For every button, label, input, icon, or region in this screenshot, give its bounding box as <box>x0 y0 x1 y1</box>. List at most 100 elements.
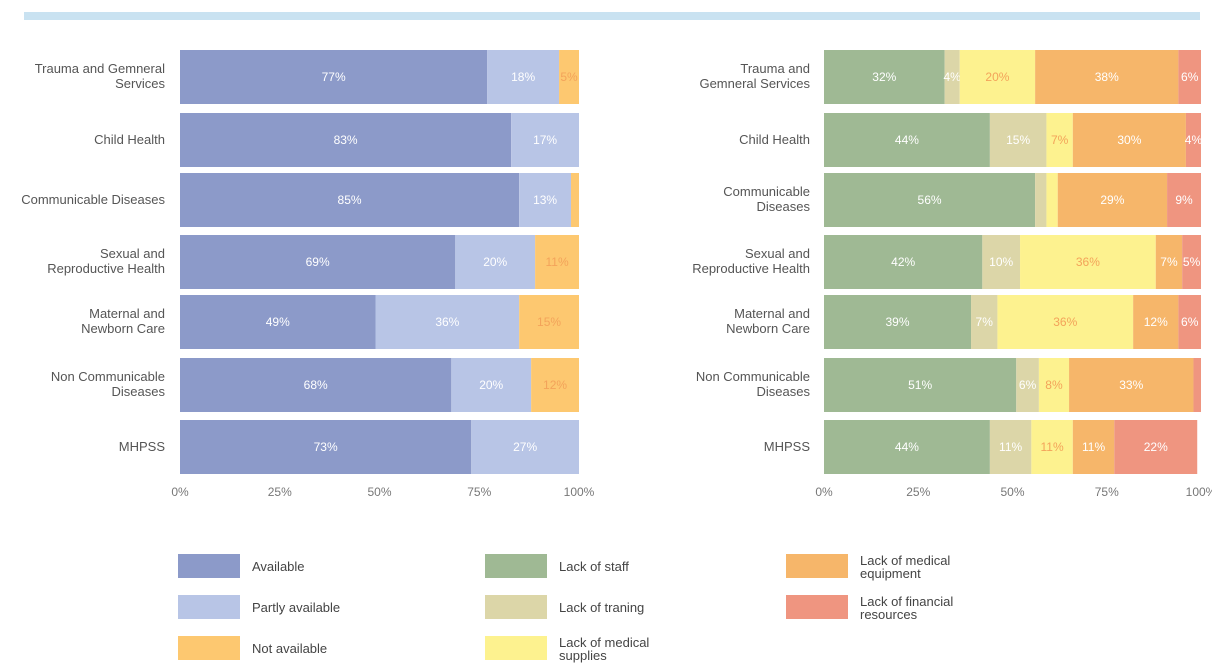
category-label: Reproductive Health <box>692 261 810 276</box>
legend-swatch-lack-of-medical-supplies <box>485 636 547 660</box>
bar-data-label: 36% <box>1076 255 1100 269</box>
bar-segment <box>180 235 456 289</box>
legend-label-line: Lack of financial <box>860 594 954 609</box>
bar-data-label: 42% <box>891 255 915 269</box>
bar-data-label: 9% <box>1175 193 1193 207</box>
bar-segment <box>824 50 945 104</box>
bar-data-label: 5% <box>1183 255 1201 269</box>
bar-data-label: 20% <box>483 255 507 269</box>
bar-data-label: 73% <box>314 440 338 454</box>
bar-data-label: 7% <box>976 315 994 329</box>
bar-data-label: 29% <box>1100 193 1124 207</box>
category-label: MHPSS <box>764 439 811 454</box>
bar-data-label: 83% <box>334 133 358 147</box>
bar-segment <box>971 295 998 349</box>
category-label: Newborn Care <box>726 321 810 336</box>
bar-segment <box>989 420 1032 474</box>
legend-label-lack-of-training: Lack of traning <box>559 600 645 615</box>
bar-segment <box>1038 358 1070 412</box>
bar-data-label: 20% <box>985 70 1009 84</box>
bar-data-label: 36% <box>1053 315 1077 329</box>
category-label: MHPSS <box>119 439 166 454</box>
bar-data-label: 11% <box>545 255 568 269</box>
bar-data-label: 6% <box>1019 378 1037 392</box>
x-tick-label: 0% <box>171 485 189 499</box>
bar-data-label: 11% <box>1041 440 1064 454</box>
category-label: Maternal and <box>89 306 165 321</box>
bar-data-label: 6% <box>1181 315 1199 329</box>
bar-data-label: 49% <box>266 315 290 329</box>
bar-segment <box>571 173 579 227</box>
bar-segment <box>531 358 579 412</box>
category-label: Gemneral Services <box>699 76 810 91</box>
bar-segment <box>1185 113 1201 167</box>
bar-segment <box>375 295 520 349</box>
bar-segment <box>1182 235 1201 289</box>
x-tick-label: 75% <box>1095 485 1119 499</box>
category-label: Diseases <box>757 384 811 399</box>
legend-swatch-lack-of-training <box>485 595 547 619</box>
bar-segment <box>1031 420 1073 474</box>
bar-data-label: 44% <box>895 133 919 147</box>
bar-segment <box>1035 173 1047 227</box>
bar-segment <box>1193 358 1201 412</box>
bar-segment <box>1035 50 1179 104</box>
bar-data-label: 77% <box>322 70 346 84</box>
category-label: Maternal and <box>734 306 810 321</box>
bar-segment <box>1167 173 1201 227</box>
bar-segment <box>824 113 990 167</box>
bar-segment <box>180 50 488 104</box>
legend-swatch-lack-of-staff <box>485 554 547 578</box>
bar-segment <box>180 113 512 167</box>
bar-segment <box>1046 113 1073 167</box>
bar-data-label: 8% <box>1045 378 1063 392</box>
bar-segment <box>1046 173 1058 227</box>
legend-label-line: resources <box>860 607 918 622</box>
category-label: Trauma and <box>740 61 810 76</box>
legend-label-lack-of-medical-supplies: Lack of medical supplies <box>559 636 689 662</box>
bar-segment <box>471 420 579 474</box>
legend-label-lack-of-financial-resources: Lack of financial resources <box>860 595 990 621</box>
bar-segment <box>455 235 536 289</box>
bar-segment <box>519 295 579 349</box>
legend-label-partly-available: Partly available <box>252 600 341 615</box>
category-label: Reproductive Health <box>47 261 165 276</box>
bar-data-label: 38% <box>1095 70 1119 84</box>
bar-data-label: 4% <box>944 70 962 84</box>
bar-segment <box>982 235 1021 289</box>
legend-label-line: Lack of medical <box>559 635 650 650</box>
bar-segment <box>959 50 1036 104</box>
category-label: Services <box>115 76 165 91</box>
bar-data-label: 32% <box>872 70 896 84</box>
x-tick-label: 25% <box>906 485 930 499</box>
bar-segment <box>535 235 579 289</box>
bar-segment <box>944 50 960 104</box>
category-label: Diseases <box>757 199 811 214</box>
bar-segment <box>1072 420 1115 474</box>
bar-segment <box>1178 295 1201 349</box>
bar-segment <box>1020 235 1156 289</box>
bar-segment <box>180 173 520 227</box>
bar-data-label: 85% <box>338 193 362 207</box>
bar-data-label: 30% <box>1117 133 1141 147</box>
bar-data-label: 15% <box>537 315 561 329</box>
bar-segment <box>824 420 990 474</box>
category-label: Non Communicable <box>696 369 810 384</box>
bar-segment <box>559 50 579 104</box>
bar-segment <box>451 358 532 412</box>
bar-data-label: 11% <box>999 440 1022 454</box>
bar-data-label: 51% <box>908 378 932 392</box>
legend-swatch-available <box>178 554 240 578</box>
bar-segment <box>180 420 472 474</box>
bar-segment <box>824 235 983 289</box>
legend-swatch-partly-available <box>178 595 240 619</box>
bar-segment <box>824 358 1017 412</box>
x-tick-label: 25% <box>268 485 292 499</box>
bar-segment <box>1016 358 1039 412</box>
bar-segment <box>1178 50 1201 104</box>
bar-data-label: 36% <box>435 315 459 329</box>
x-tick-label: 0% <box>815 485 833 499</box>
bar-data-label: 56% <box>918 193 942 207</box>
bar-data-label: 13% <box>533 193 557 207</box>
